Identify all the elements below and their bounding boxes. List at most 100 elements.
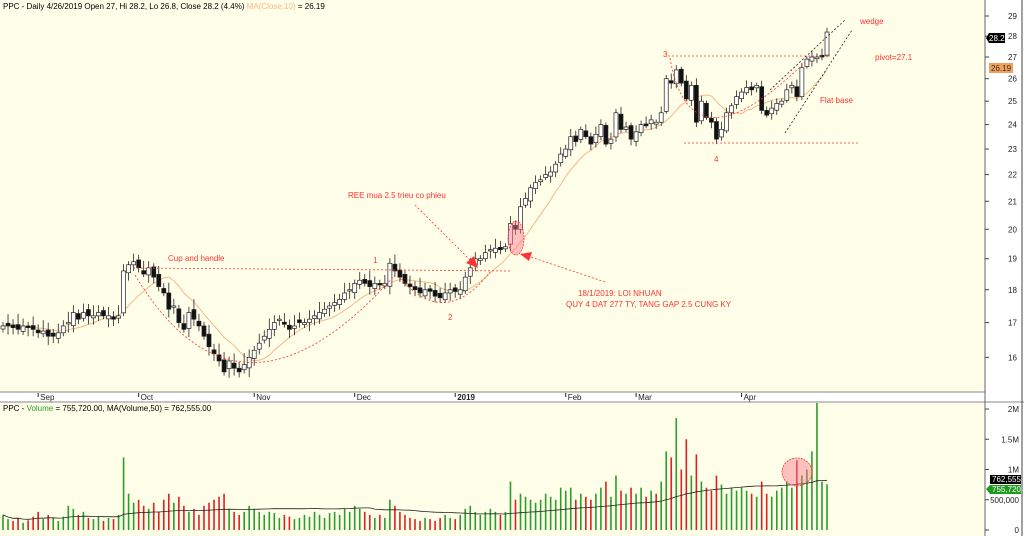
candle-body [287,324,292,330]
candle-body [593,133,599,143]
volume-tick-label: 1.5M [1001,435,1019,444]
ma-tag: 26.19 [989,63,1013,73]
candle-body [598,124,604,137]
candle-body [558,153,564,164]
candle-body [126,264,131,274]
candle-body [372,283,378,289]
candle-body [422,289,428,297]
candle-body [186,312,192,329]
candle-body [266,329,272,339]
candle-body [146,267,152,276]
price-tick-label: 28 [1008,32,1017,41]
last-close-value: 28.2 [989,34,1005,43]
candle-body [588,136,594,145]
price-tick-label: 27 [1008,53,1017,62]
volume-last-value: 755,720 [992,485,1021,494]
candle-body [618,113,624,130]
candle-body [151,266,157,278]
cup-arc [134,274,396,363]
candle-body [332,302,337,306]
candle-body [377,283,383,286]
point-3-label: 3 [663,50,668,59]
volume-pane [0,403,985,536]
date-tick-label: 2019 [457,393,475,402]
date-tick-label: Dec [357,393,371,402]
handle-arc [399,271,491,303]
candle-body [337,299,342,305]
candle-body [347,289,353,292]
candle-body [503,246,508,250]
candle-body [543,174,548,178]
ree-note: REE mua 2.5 trieu co phieu [348,191,446,200]
candle-body [367,280,373,287]
candle-body [739,91,744,100]
candle-body [704,102,709,118]
candle-body [216,354,222,362]
candle-body [50,332,56,337]
candle-body [498,247,503,251]
candle-body [678,68,684,84]
candle-body [533,182,538,189]
candle-body [0,325,6,330]
candle-body [437,292,443,299]
point-1-label: 1 [373,256,378,265]
cup-handle-label: Cup and handle [168,254,225,263]
candle-body [141,270,147,275]
candle-body [10,324,16,329]
date-tick-label: Oct [141,393,154,402]
volume-ma-value: 762,555 [992,475,1021,484]
price-tick-label: 24 [1008,121,1017,130]
candle-body [402,273,408,284]
candle-body [513,224,518,230]
candle-body [307,318,312,323]
candle-body [729,105,734,114]
point-4-label: 4 [714,155,719,164]
candle-body [774,103,780,111]
candle-body [553,163,559,173]
flat-base-label: Flat base [820,96,853,105]
candle-body [578,129,584,140]
candle-body [523,198,528,206]
candle-body [407,283,413,287]
candle-body [462,276,468,292]
candle-body [548,171,554,177]
candle-body [392,263,398,272]
candle-body [442,292,448,301]
candle-body [136,259,142,269]
cup2-arc [669,57,806,118]
candle-body [30,325,36,330]
candle-body [749,86,754,91]
candle-body [764,110,770,116]
wedge-label: wedge [859,17,884,26]
candle-body [538,179,543,183]
candle-body [302,322,307,325]
volume-ma-line [2,479,828,520]
price-tick-label: 19 [1008,255,1017,264]
price-pane [0,0,985,392]
date-tick-label: Mar [638,393,652,402]
candle-body [271,322,277,330]
candle-body [799,67,805,97]
candle-body [668,80,674,84]
candle-body [191,309,197,320]
arrow-head-icon [520,252,532,261]
candle-body [583,130,589,138]
candle-body [663,78,669,112]
candle-body [412,286,418,291]
candle-body [603,124,609,145]
price-tick-label: 16 [1008,353,1017,362]
last-close-tag: 28.2 [986,33,1005,43]
candle-body [769,107,775,115]
candle-body [76,313,81,320]
candle-body [709,117,714,123]
candle-body [658,112,664,123]
candle-body [206,333,212,348]
candle-body [477,258,483,261]
date-tick-label: Sep [40,393,55,402]
candle-body [176,308,182,323]
candle-body [643,123,649,127]
candle-body [256,342,262,350]
candle-body [467,267,473,277]
price-axis [985,0,1024,402]
candle-body [101,310,106,317]
